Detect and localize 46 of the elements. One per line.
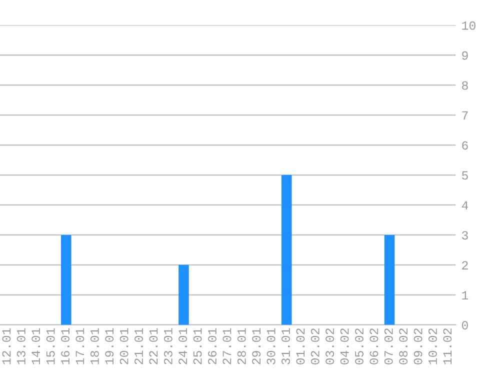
y-tick-label: 1 [462, 291, 468, 300]
x-tick-label: 21.01 [134, 328, 143, 364]
x-tick-label: 07.02 [384, 328, 393, 364]
y-tick-label: 2 [462, 261, 468, 270]
x-tick-label: 18.01 [90, 328, 99, 364]
x-tick-label: 15.01 [46, 328, 55, 364]
x-tick-label: 08.02 [399, 328, 408, 364]
x-tick-label: 05.02 [354, 328, 364, 364]
x-tick-label: 12.01 [2, 328, 11, 364]
y-tick-label: 7 [462, 111, 468, 120]
y-tick-label: 8 [462, 81, 468, 90]
x-tick-label: 10.02 [428, 328, 437, 364]
bar [178, 264, 189, 325]
x-tick-label: 20.01 [120, 328, 128, 364]
x-tick-label: 06.02 [370, 328, 378, 364]
x-tick-label: 26.01 [208, 328, 216, 364]
y-tick-label: 4 [462, 201, 468, 210]
x-tick-label: 14.01 [32, 328, 40, 364]
x-tick-label: 16.01 [61, 328, 70, 364]
x-tick-label: 24.01 [178, 328, 188, 364]
x-tick-label: 04.02 [340, 328, 349, 364]
y-tick-label: 0 [462, 321, 468, 330]
x-tick-label: 29.01 [252, 328, 261, 364]
y-tick-label: 9 [462, 51, 468, 60]
x-tick-label: 30.01 [266, 328, 276, 364]
x-tick-label: 28.01 [237, 328, 246, 364]
x-tick-label: 22.01 [149, 328, 158, 364]
x-tick-label: 09.02 [414, 328, 422, 364]
bar [281, 175, 292, 325]
x-tick-label: 02.02 [310, 328, 320, 364]
x-tick-label: 27.01 [222, 328, 232, 364]
y-tick-label: 3 [462, 231, 468, 240]
x-tick-label: 13.01 [16, 328, 26, 364]
x-tick-label: 01.02 [296, 328, 305, 364]
x-tick-label: 25.01 [193, 328, 202, 364]
bar [61, 234, 72, 325]
y-tick-label: 5 [462, 171, 468, 180]
x-tick-label: 11.02 [443, 328, 452, 364]
y-tick-label: 10 [462, 21, 476, 30]
x-tick-label: 03.02 [326, 328, 334, 364]
bar [384, 234, 395, 325]
x-tick-label: 17.01 [76, 328, 84, 364]
x-tick-label: 19.01 [105, 328, 114, 364]
x-tick-label: 23.01 [164, 328, 172, 364]
y-tick-label: 6 [462, 141, 468, 150]
x-tick-label: 31.01 [282, 328, 290, 364]
